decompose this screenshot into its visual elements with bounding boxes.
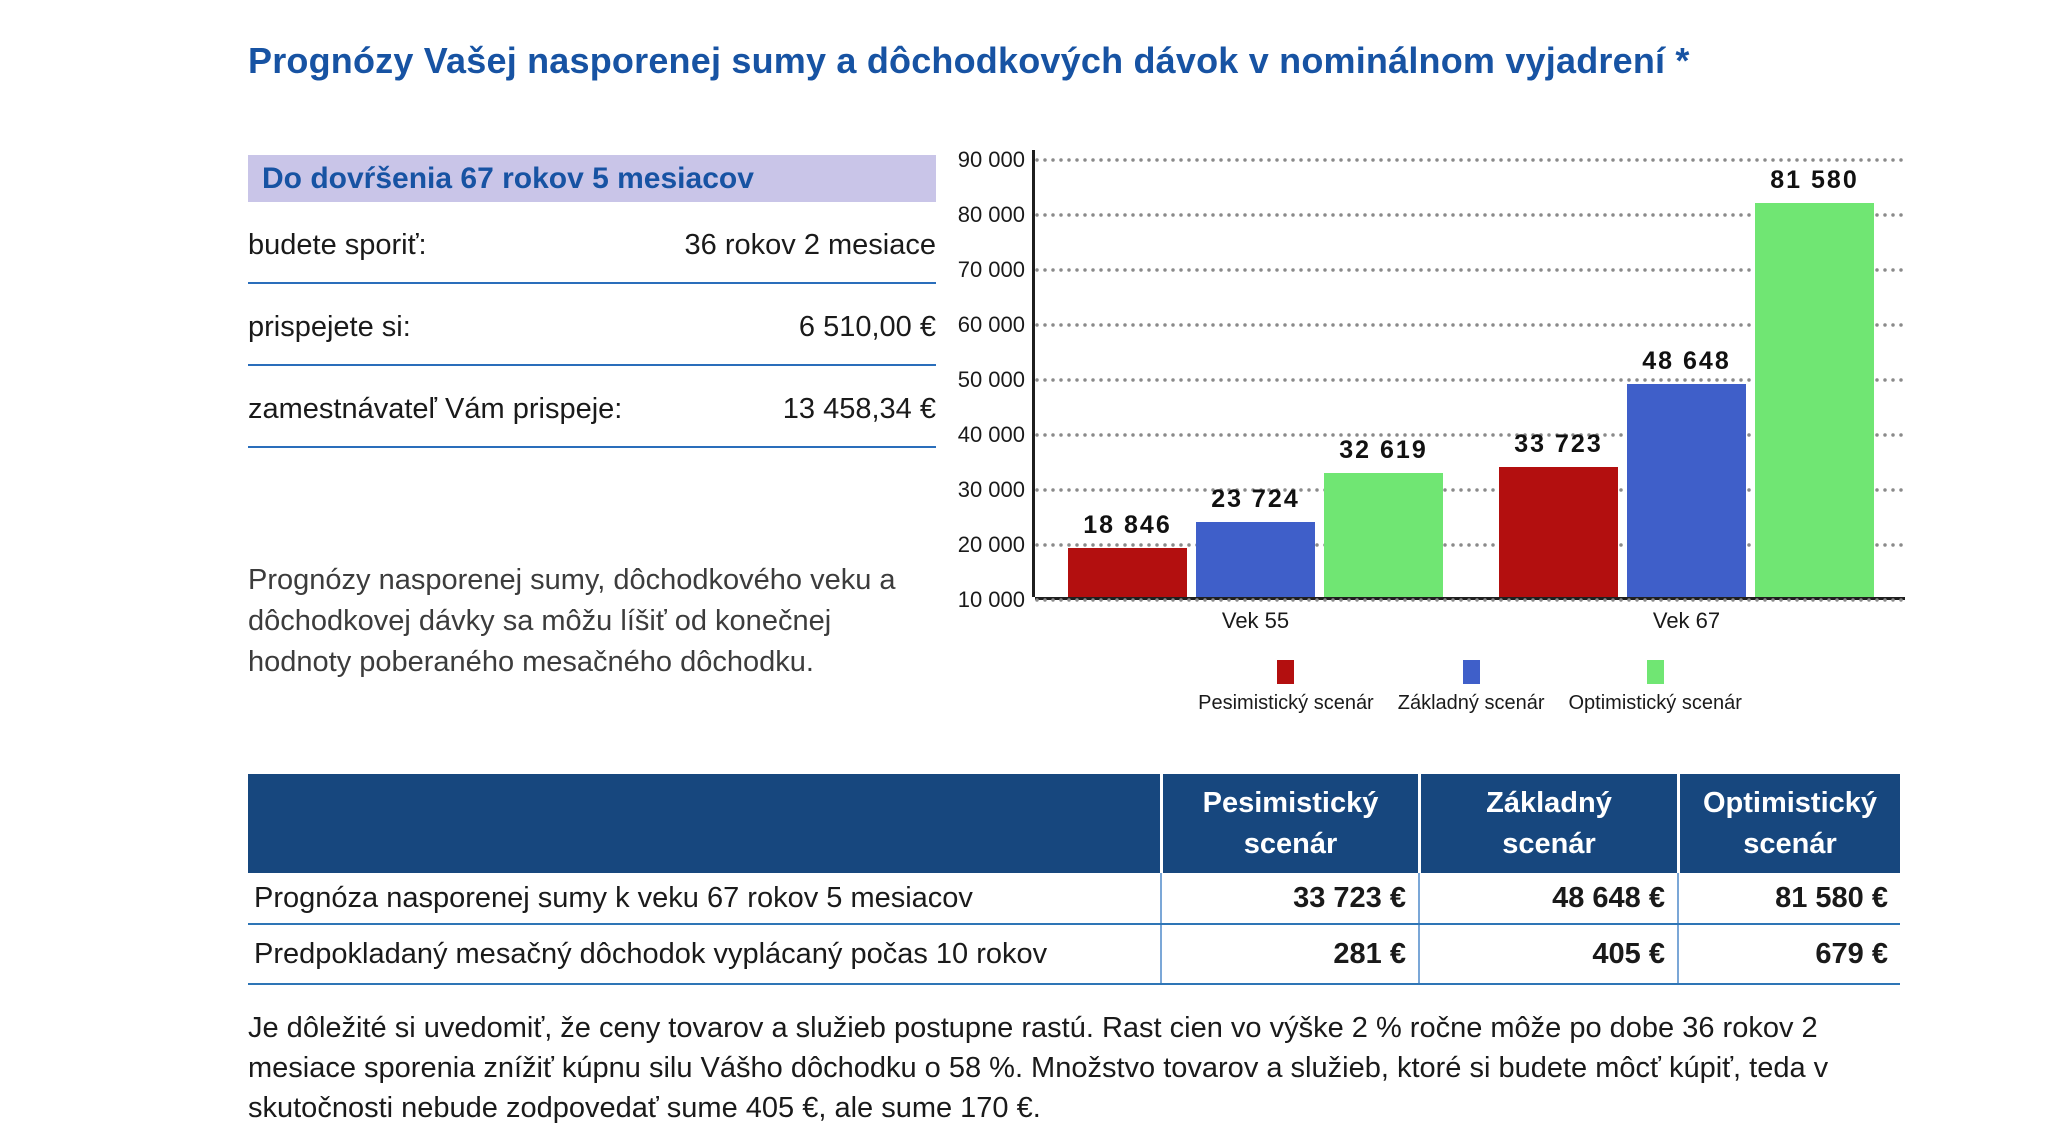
header-base: Základný scenár [1418, 774, 1677, 873]
y-axis-tick-label: 10 000 [957, 587, 1025, 612]
gridline [1035, 488, 1905, 492]
monthly-pension-optimistic: 679 € [1677, 925, 1900, 983]
row-label: Prognóza nasporenej sumy k veku 67 rokov… [254, 881, 973, 914]
scenario-table-header: Pesimistický scenár Základný scenár Opti… [248, 774, 1900, 873]
y-axis-tick-label: 60 000 [957, 312, 1025, 337]
gridline [1035, 158, 1905, 162]
bar-vek-67-s1 [1627, 384, 1746, 597]
bar-vek-67-s2 [1755, 203, 1874, 597]
header-pessimistic: Pesimistický scenár [1160, 774, 1418, 873]
legend-swatch [1277, 660, 1295, 684]
header-empty-cell [248, 774, 1160, 873]
y-axis-tick-label: 50 000 [957, 367, 1025, 392]
gridline [1035, 323, 1905, 327]
bar-vek-55-s0 [1068, 548, 1187, 597]
scenario-table: Pesimistický scenár Základný scenár Opti… [248, 774, 1900, 985]
legend-swatch [1646, 660, 1664, 684]
bar-vek-55-s2 [1324, 472, 1443, 597]
summary-row-saving-period: budete sporiť: 36 rokov 2 mesiace [248, 229, 936, 284]
bar-value-label: 81 580 [1770, 166, 1859, 195]
summary-panel: Do dovŕšenia 67 rokov 5 mesiacov budete … [248, 155, 936, 448]
own-contribution-label: prispejete si: [248, 311, 411, 343]
y-axis-tick-label: 40 000 [957, 422, 1025, 447]
chart-legend: Pesimistický scenár Základný scenár Optimi… [1035, 660, 1905, 715]
legend-swatch [1462, 660, 1480, 684]
gridline [1035, 268, 1905, 272]
bar-vek-55-s1 [1196, 521, 1315, 597]
chart-y-axis-labels: 10 000 20 000 30 000 40 000 50 000 60 000 70 0… [930, 147, 1025, 612]
y-axis-tick-label: 70 000 [957, 257, 1025, 282]
monthly-pension-base: 405 € [1418, 925, 1677, 983]
legend-label: Pesimistický scenár [1198, 692, 1374, 714]
prognosis-note-line: dôchodkovej dávky sa môžu líšiť od koneč… [248, 605, 832, 637]
gridline [1035, 378, 1905, 382]
saving-period-value: 36 rokov 2 mesiace [684, 229, 936, 261]
gridline [1035, 433, 1905, 437]
bar-value-label: 18 846 [1083, 511, 1172, 540]
own-contribution-value: 6 510,00 € [798, 311, 936, 343]
table-row-projected-sum: Prognóza nasporenej sumy k veku 67 rokov… [248, 873, 1900, 925]
legend-label: Základný scenár [1397, 692, 1545, 714]
table-row-monthly-pension: Predpokladaný mesačný dôchodok vyplácaný… [248, 925, 1900, 985]
prognosis-note: Prognózy nasporenej sumy, dôchodkového v… [248, 560, 968, 683]
row-label: Predpokladaný mesačný dôchodok vyplácaný… [254, 937, 1048, 970]
projected-sum-optimistic: 81 580 € [1677, 873, 1900, 923]
page-title: Prognózy Vašej nasporenej sumy a dôchodk… [248, 40, 1690, 81]
x-axis-tick-label: Vek 55 [1221, 608, 1290, 633]
prognosis-note-line: Prognózy nasporenej sumy, dôchodkového v… [248, 564, 896, 596]
inflation-note: Je dôležité si uvedomiť, že ceny tovarov… [248, 1008, 1928, 1128]
header-optimistic: Optimistický scenár [1677, 774, 1900, 873]
projected-sum-base: 48 648 € [1418, 873, 1677, 923]
employer-contribution-value: 13 458,34 € [782, 393, 936, 425]
legend-item: Pesimistický scenár [1198, 660, 1374, 715]
bar-value-label: 32 619 [1339, 435, 1428, 464]
y-axis-tick-label: 90 000 [957, 147, 1025, 172]
summary-row-own-contribution: prispejete si: 6 510,00 € [248, 311, 936, 366]
legend-item: Základný scenár [1397, 660, 1545, 715]
x-axis-tick-label: Vek 67 [1652, 608, 1721, 633]
legend-item: Optimistický scenár [1568, 660, 1742, 715]
y-axis-tick-label: 20 000 [957, 532, 1025, 557]
prognosis-note-line: hodnoty poberaného mesačného dôchodku. [248, 646, 814, 678]
y-axis-tick-label: 80 000 [957, 202, 1025, 227]
bar-chart-plot: 18 846 23 724 32 619 33 723 48 648 81 580 [1032, 150, 1905, 602]
bar-value-label: 23 724 [1211, 484, 1300, 513]
bar-value-label: 48 648 [1642, 347, 1731, 376]
retirement-age-heading: Do dovŕšenia 67 rokov 5 mesiacov [248, 155, 936, 202]
gridline [1035, 543, 1905, 547]
legend-label: Optimistický scenár [1568, 692, 1742, 714]
employer-contribution-label: zamestnávateľ Vám prispeje: [248, 393, 623, 425]
saving-period-label: budete sporiť: [248, 229, 427, 261]
bar-vek-67-s0 [1499, 466, 1618, 597]
bar-value-label: 33 723 [1514, 429, 1603, 458]
inflation-note-line: skutočnosti nebude zodpovedať sume 405 €… [248, 1092, 1041, 1124]
monthly-pension-pessimistic: 281 € [1160, 925, 1418, 983]
summary-row-employer-contribution: zamestnávateľ Vám prispeje: 13 458,34 € [248, 393, 936, 448]
inflation-note-line: Je dôležité si uvedomiť, že ceny tovarov… [248, 1012, 1818, 1044]
chart-x-axis-labels: Vek 55 Vek 67 [1035, 608, 1905, 638]
projected-sum-pessimistic: 33 723 € [1160, 873, 1418, 923]
gridline [1035, 598, 1905, 602]
inflation-note-line: mesiace sporenia znížiť kúpnu silu Vášho… [248, 1052, 1829, 1084]
y-axis-tick-label: 30 000 [957, 477, 1025, 502]
gridline [1035, 213, 1905, 217]
